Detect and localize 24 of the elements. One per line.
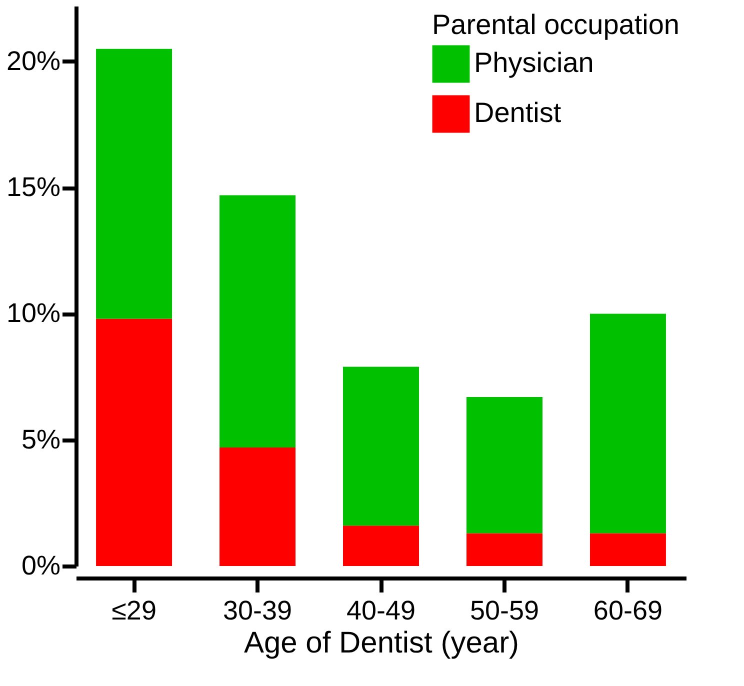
bar bbox=[220, 447, 296, 566]
y-tick-label: 10% bbox=[6, 298, 60, 328]
legend-title: Parental occupation bbox=[432, 9, 680, 40]
bar bbox=[343, 526, 419, 566]
y-tick-label: 20% bbox=[6, 46, 60, 76]
bar bbox=[590, 533, 666, 566]
y-tick-label: 5% bbox=[21, 424, 60, 454]
y-tick-label: 15% bbox=[6, 172, 60, 202]
x-axis-title: Age of Dentist (year) bbox=[244, 626, 520, 660]
x-tick-label: 60-69 bbox=[593, 596, 662, 626]
bar bbox=[466, 396, 542, 534]
x-tick-label: 30-39 bbox=[222, 596, 292, 626]
legend-label: Physician bbox=[474, 47, 594, 78]
bar bbox=[220, 195, 296, 448]
legend-label: Dentist bbox=[474, 97, 562, 128]
x-tick-label: 40-49 bbox=[346, 596, 416, 626]
x-tick-label: 50-59 bbox=[470, 596, 540, 626]
x-tick-label: ≤29 bbox=[112, 596, 156, 626]
bar bbox=[96, 48, 172, 319]
y-tick-label: 0% bbox=[21, 550, 60, 580]
bar bbox=[96, 318, 172, 566]
bar bbox=[590, 314, 666, 534]
bar bbox=[466, 533, 542, 566]
bar bbox=[343, 366, 419, 526]
